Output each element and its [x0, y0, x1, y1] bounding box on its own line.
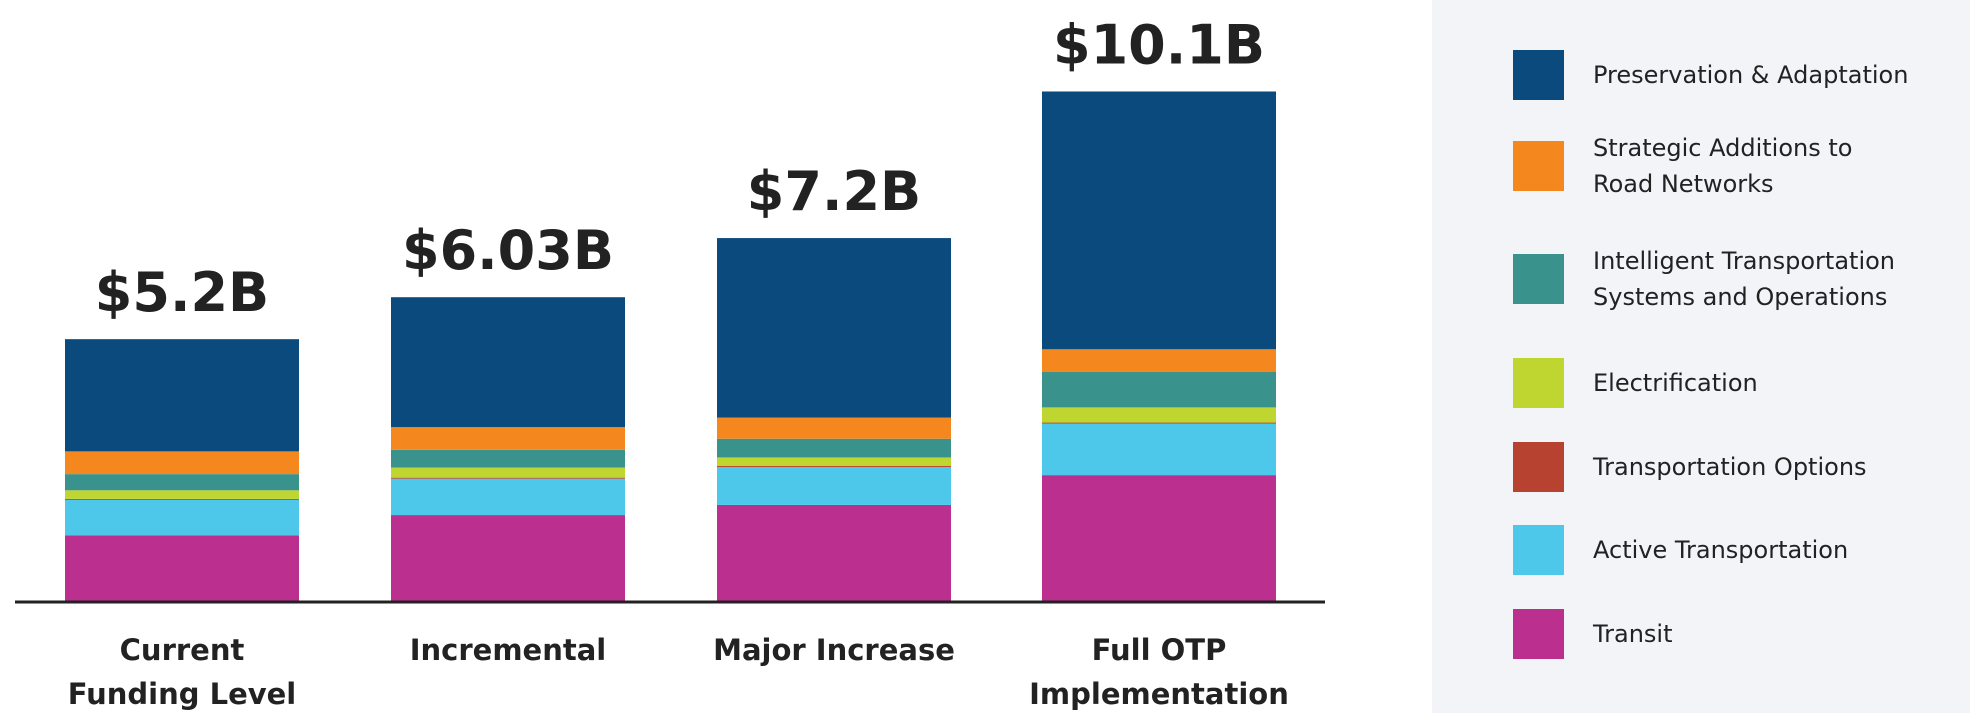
bar-segment — [391, 449, 625, 468]
legend-swatch — [1513, 609, 1564, 659]
x-tick-label: Full OTP Implementation — [1029, 633, 1289, 711]
bar-segment — [391, 467, 625, 478]
bar-segment — [391, 515, 625, 602]
bar-segment — [391, 477, 625, 479]
legend-panel — [1432, 0, 1970, 713]
bar-segment — [1042, 349, 1276, 373]
bar-segment — [1042, 407, 1276, 423]
legend-label: Transit — [1593, 620, 1673, 648]
legend-swatch — [1513, 442, 1564, 492]
legend-label: Active Transportation — [1593, 536, 1849, 564]
bar-segment — [1042, 475, 1276, 602]
bar-segment — [1042, 422, 1276, 424]
bar-segment — [717, 457, 951, 467]
total-label: $6.03B — [402, 219, 614, 282]
legend-swatch — [1513, 141, 1564, 191]
total-label: $10.1B — [1053, 13, 1265, 76]
bar-segment — [717, 438, 951, 458]
legend-swatch — [1513, 358, 1564, 408]
bar-segment — [65, 451, 299, 475]
total-label: $5.2B — [95, 261, 269, 324]
bar-segment — [1042, 372, 1276, 408]
bar-segment — [717, 466, 951, 468]
total-label: $7.2B — [747, 160, 921, 223]
bar-segment — [65, 474, 299, 491]
bar-segment — [717, 504, 951, 602]
legend-swatch — [1513, 525, 1564, 575]
bar-segment — [1042, 423, 1276, 476]
legend-label: Preservation & Adaptation — [1593, 61, 1909, 89]
bar-segment — [717, 467, 951, 505]
legend-label: Transportation Options — [1593, 453, 1867, 481]
x-tick-label: Major Increase — [713, 633, 955, 667]
legend-label: Electrification — [1593, 369, 1758, 397]
x-tick-label: Current Funding Level — [67, 633, 297, 711]
bar-segment — [391, 297, 625, 428]
legend-label: Intelligent Transportation Systems and O… — [1593, 247, 1896, 311]
bar-segment — [1042, 91, 1276, 350]
bar-segment — [65, 499, 299, 536]
legend-swatch — [1513, 50, 1564, 100]
bar-segment — [65, 535, 299, 602]
bar-segment — [65, 498, 299, 500]
bar-segment — [65, 490, 299, 499]
legend-swatch — [1513, 254, 1564, 304]
chart: $5.2B $6.03B $7.2B $10.1B — [15, 13, 1325, 604]
legend-label: Strategic Additions to Road Networks — [1593, 134, 1853, 198]
bar-segment — [717, 417, 951, 439]
x-tick-label: Incremental — [409, 633, 607, 667]
bar-segment — [391, 478, 625, 516]
bar-segment — [391, 427, 625, 450]
bar-segment — [717, 238, 951, 418]
bar-segment — [65, 339, 299, 452]
